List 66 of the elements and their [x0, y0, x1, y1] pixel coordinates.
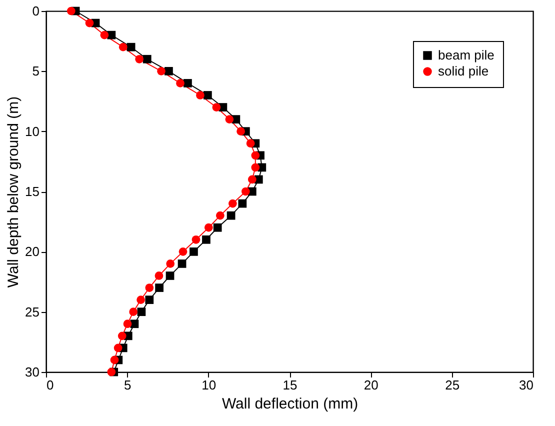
x-tick-label: 25 — [445, 378, 460, 392]
point — [164, 66, 173, 76]
point — [202, 235, 210, 244]
point — [225, 115, 234, 124]
x-tick-label: 10 — [202, 378, 216, 392]
point — [145, 284, 154, 292]
x-tick-label: 5 — [124, 378, 132, 392]
point — [226, 211, 236, 220]
point — [157, 66, 166, 76]
x-tick-label: 15 — [282, 378, 298, 392]
point — [190, 247, 198, 256]
point — [196, 91, 204, 100]
point — [118, 332, 126, 340]
x-tick-label: 30 — [519, 378, 534, 392]
y-axis-title: Wall depth below ground (m) — [5, 96, 22, 288]
point — [107, 368, 116, 376]
point — [176, 79, 184, 88]
legend-label: beam pile — [438, 48, 494, 62]
point — [184, 79, 192, 88]
point — [135, 54, 144, 64]
legend-label: solid pile — [438, 64, 489, 78]
y-tick-label: 30 — [25, 364, 40, 380]
point — [216, 211, 224, 220]
y-tick-label: 25 — [25, 304, 40, 320]
point — [228, 199, 237, 208]
point — [178, 247, 188, 256]
point — [66, 6, 76, 16]
y-tick-label: 5 — [32, 64, 40, 79]
point — [236, 127, 245, 136]
point — [100, 30, 109, 40]
point — [137, 308, 146, 316]
y-tick-label: 15 — [25, 184, 40, 199]
point — [166, 260, 175, 268]
point — [118, 42, 128, 52]
point — [114, 344, 122, 352]
point — [248, 175, 256, 184]
point — [241, 187, 250, 196]
point — [130, 320, 139, 328]
point — [110, 356, 119, 364]
point — [136, 296, 145, 304]
point — [246, 139, 255, 148]
point — [154, 272, 164, 280]
point — [178, 260, 186, 268]
point — [123, 320, 132, 328]
y-tick-label: 0 — [32, 4, 40, 18]
y-tick-label: 20 — [25, 244, 40, 260]
x-tick-label: 0 — [46, 378, 54, 392]
x-tick-label: 20 — [364, 378, 378, 392]
point — [251, 151, 260, 160]
x-axis-title: Wall deflection (mm) — [222, 396, 358, 412]
point — [251, 163, 260, 172]
point — [204, 223, 213, 232]
point — [238, 199, 247, 208]
point — [192, 235, 200, 244]
point — [145, 296, 154, 304]
point — [107, 30, 116, 40]
point — [142, 54, 152, 64]
point — [213, 223, 222, 232]
point — [212, 103, 221, 112]
point — [204, 91, 212, 100]
point — [129, 308, 138, 316]
y-tick-label: 10 — [25, 124, 40, 139]
point — [126, 42, 136, 52]
point — [155, 284, 164, 292]
point — [85, 18, 94, 28]
point — [166, 272, 174, 280]
